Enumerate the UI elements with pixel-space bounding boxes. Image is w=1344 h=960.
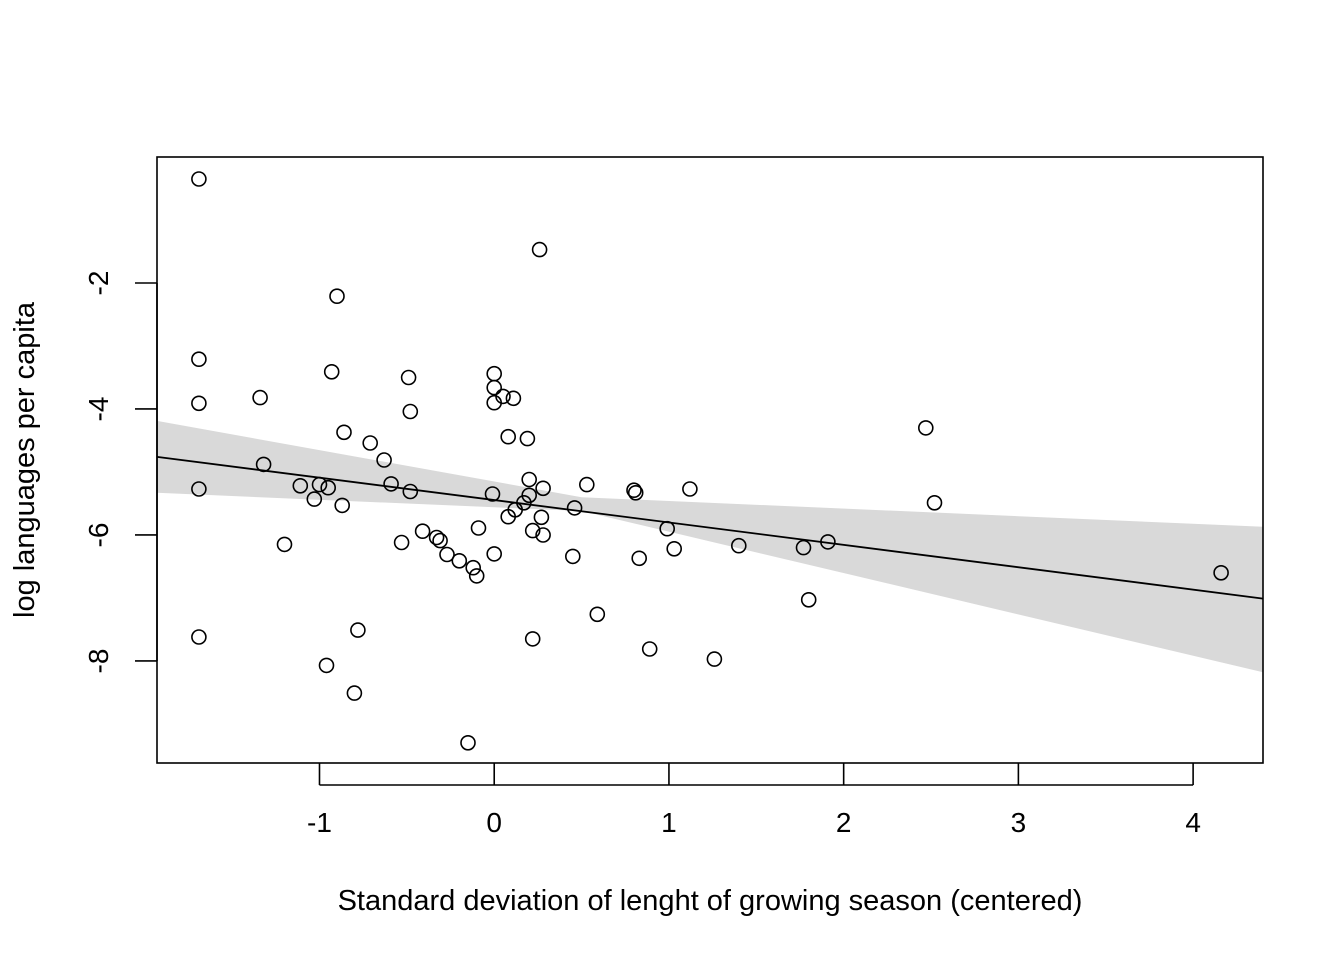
data-point bbox=[589, 606, 606, 623]
data-point bbox=[451, 552, 468, 569]
data-point bbox=[495, 388, 511, 405]
y-tick-label: -4 bbox=[83, 397, 114, 422]
data-point bbox=[917, 420, 934, 436]
data-point bbox=[276, 536, 293, 553]
data-point bbox=[521, 471, 538, 488]
data-point bbox=[706, 651, 723, 667]
data-point bbox=[400, 369, 417, 386]
data-point bbox=[432, 532, 448, 549]
data-point bbox=[486, 365, 503, 382]
data-point bbox=[535, 480, 551, 497]
data-points-layer bbox=[191, 171, 1229, 751]
x-tick-label: 1 bbox=[661, 807, 677, 838]
data-point bbox=[521, 487, 538, 504]
data-point bbox=[329, 288, 345, 305]
data-point bbox=[252, 389, 268, 406]
data-point bbox=[465, 559, 482, 576]
regression-line bbox=[156, 455, 1264, 600]
data-point bbox=[566, 500, 583, 516]
data-point bbox=[292, 477, 309, 494]
data-point bbox=[439, 546, 455, 563]
data-point bbox=[524, 631, 541, 647]
data-point bbox=[730, 537, 747, 554]
data-point bbox=[486, 379, 503, 396]
data-point bbox=[468, 568, 485, 584]
data-point bbox=[191, 395, 207, 412]
data-point bbox=[320, 479, 337, 496]
data-point bbox=[311, 476, 328, 493]
data-point bbox=[323, 363, 340, 380]
data-point bbox=[350, 622, 366, 638]
data-point bbox=[334, 497, 351, 514]
data-point bbox=[682, 481, 698, 497]
x-axis: -1 0 1 2 3 4 bbox=[307, 763, 1201, 838]
data-point bbox=[402, 403, 419, 420]
x-tick-label: 4 bbox=[1185, 807, 1201, 838]
data-point bbox=[336, 424, 352, 441]
data-point bbox=[191, 481, 207, 497]
y-axis: -2 -4 -6 -8 bbox=[83, 271, 158, 674]
y-axis-title: log languages per capita bbox=[9, 301, 41, 618]
data-point bbox=[641, 641, 658, 657]
data-point bbox=[1213, 564, 1229, 581]
data-point bbox=[631, 550, 648, 567]
data-point bbox=[926, 494, 943, 511]
data-point bbox=[470, 520, 487, 536]
data-point bbox=[659, 520, 676, 537]
confidence-band bbox=[157, 420, 1263, 673]
x-tick-label: 2 bbox=[836, 807, 852, 838]
data-point bbox=[578, 476, 595, 493]
data-point bbox=[666, 540, 683, 557]
data-point bbox=[486, 546, 503, 562]
data-point bbox=[626, 482, 642, 499]
data-point bbox=[519, 430, 536, 447]
data-point bbox=[820, 534, 836, 550]
x-tick-label: -1 bbox=[307, 807, 332, 838]
x-tick-label: 0 bbox=[486, 807, 502, 838]
data-point bbox=[191, 629, 207, 645]
data-point bbox=[414, 523, 431, 540]
data-point bbox=[346, 685, 363, 701]
data-point bbox=[564, 548, 581, 565]
data-point bbox=[376, 452, 392, 468]
x-axis-title: Standard deviation of lenght of growing … bbox=[338, 885, 1083, 917]
data-point bbox=[428, 529, 445, 546]
y-tick-label: -2 bbox=[83, 271, 114, 296]
data-point bbox=[531, 241, 548, 258]
data-point bbox=[800, 591, 817, 608]
data-point bbox=[460, 734, 476, 751]
confidence-band-layer bbox=[157, 420, 1263, 673]
data-point bbox=[535, 527, 551, 543]
data-point bbox=[795, 539, 812, 556]
data-point bbox=[484, 486, 501, 502]
data-point bbox=[500, 428, 517, 445]
data-point bbox=[191, 351, 207, 368]
y-tick-label: -6 bbox=[83, 523, 114, 548]
data-point bbox=[362, 435, 379, 451]
data-point bbox=[393, 534, 410, 551]
data-point bbox=[318, 657, 335, 674]
data-point bbox=[383, 476, 399, 492]
data-point bbox=[255, 456, 272, 473]
data-point bbox=[402, 483, 419, 500]
data-point bbox=[505, 390, 522, 407]
y-tick-label: -8 bbox=[83, 649, 114, 674]
data-point bbox=[191, 171, 207, 187]
x-tick-label: 3 bbox=[1011, 807, 1027, 838]
data-point bbox=[306, 491, 323, 507]
data-point bbox=[524, 522, 541, 539]
data-point bbox=[533, 509, 550, 526]
regression-line-layer bbox=[156, 455, 1264, 600]
data-point bbox=[627, 484, 644, 501]
